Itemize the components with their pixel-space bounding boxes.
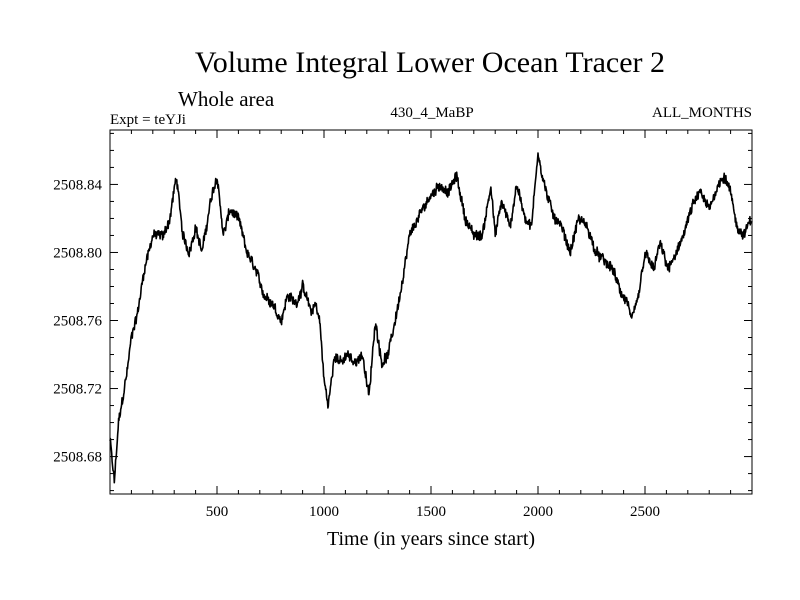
y-tick-label: 2508.72 [53,382,102,398]
x-tick-label: 1000 [309,504,339,520]
chart-title: Volume Integral Lower Ocean Tracer 2 [195,46,665,79]
y-tick-label: 2508.84 [53,177,102,193]
series-line [109,152,753,484]
x-tick-label: 2000 [523,504,553,520]
y-tick-label: 2508.76 [53,314,102,330]
chart-subtitle: Whole area [178,87,275,111]
y-tick-label: 2508.80 [53,245,102,261]
series-layer [109,152,753,484]
tick-labels: 500 1000 1500 2000 2500 2508.68 2508.72 2508.76… [53,177,660,520]
x-tick-label: 500 [206,504,229,520]
plot-frame [109,129,753,495]
axis-ticks [110,130,752,494]
experiment-label: Expt = teYJi [110,112,186,128]
months-label: ALL_MONTHS [652,105,752,121]
x-tick-label: 2500 [630,504,660,520]
period-label: 430_4_MaBP [390,105,473,121]
x-tick-label: 1500 [416,504,446,520]
x-axis-label: Time (in years since start) [327,528,535,550]
y-tick-label: 2508.68 [53,450,102,466]
